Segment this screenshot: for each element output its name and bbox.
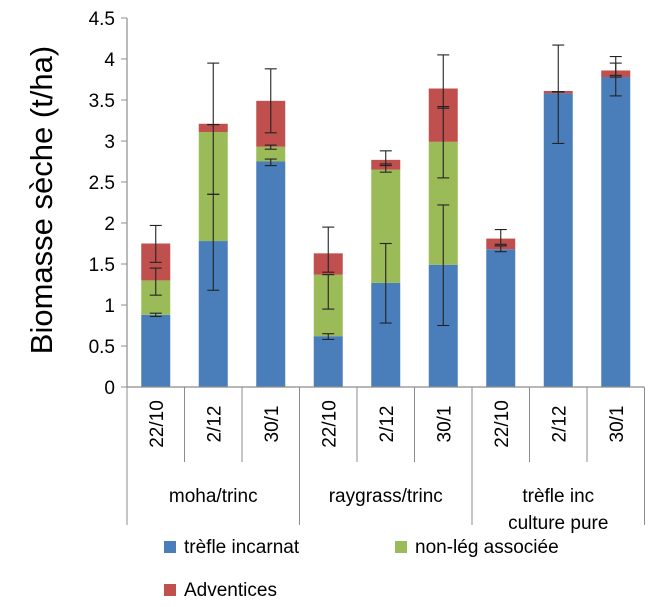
x-tick-label: 2/12 bbox=[377, 406, 398, 443]
y-tick-label: 3.5 bbox=[89, 91, 115, 112]
bar-segment bbox=[256, 146, 286, 162]
x-group-label: trèfle inc bbox=[522, 486, 594, 507]
y-axis-title: Biomasse sèche (t/ha) bbox=[24, 46, 59, 354]
y-tick-label: 1.5 bbox=[89, 255, 115, 276]
y-axis: 0 0.5 1 1.5 2 2.5 3 3.5 4 4.5 bbox=[89, 9, 128, 399]
y-tick-label: 0.5 bbox=[89, 337, 115, 358]
legend-label: non-lég associée bbox=[415, 537, 559, 558]
x-group-label: raygrass/trinc bbox=[329, 486, 443, 507]
bar-segment bbox=[256, 161, 286, 387]
x-tick-label: 22/10 bbox=[147, 400, 168, 448]
y-tick-label: 2 bbox=[104, 214, 115, 235]
x-tick-label: 2/12 bbox=[549, 406, 570, 443]
x-tick-label: 30/1 bbox=[262, 406, 283, 443]
legend-swatch bbox=[164, 584, 176, 596]
x-axis: 22/10 2/12 30/1 22/10 2/12 30/1 22/10 2/12 30/1 m… bbox=[126, 386, 645, 534]
legend-swatch bbox=[395, 541, 407, 553]
x-tick-label: 22/10 bbox=[492, 400, 513, 448]
x-tick-label: 30/1 bbox=[434, 406, 455, 443]
y-tick-label: 4 bbox=[104, 50, 115, 71]
legend-label: trèfle incarnat bbox=[184, 537, 300, 558]
bar-segment bbox=[601, 77, 631, 387]
y-tick-label: 4.5 bbox=[89, 9, 115, 30]
y-tick-label: 2.5 bbox=[89, 173, 115, 194]
x-tick-label: 2/12 bbox=[204, 406, 225, 443]
bar-segment bbox=[486, 249, 516, 387]
legend-swatch bbox=[164, 541, 176, 553]
legend: trèfle incarnat non-lég associée Adventice… bbox=[164, 537, 559, 601]
x-tick-label: 30/1 bbox=[607, 406, 628, 443]
x-tick-label: 22/10 bbox=[319, 400, 340, 448]
y-tick-label: 0 bbox=[104, 378, 115, 399]
bar-segment bbox=[313, 336, 343, 387]
error-bars bbox=[149, 44, 622, 340]
y-tick-label: 3 bbox=[104, 132, 115, 153]
legend-label: Adventices bbox=[184, 580, 277, 601]
x-group-label: moha/trinc bbox=[169, 486, 258, 507]
x-group-label: culture pure bbox=[508, 513, 608, 534]
y-tick-label: 1 bbox=[104, 296, 115, 317]
bars bbox=[141, 70, 631, 387]
bar-segment bbox=[141, 314, 171, 387]
